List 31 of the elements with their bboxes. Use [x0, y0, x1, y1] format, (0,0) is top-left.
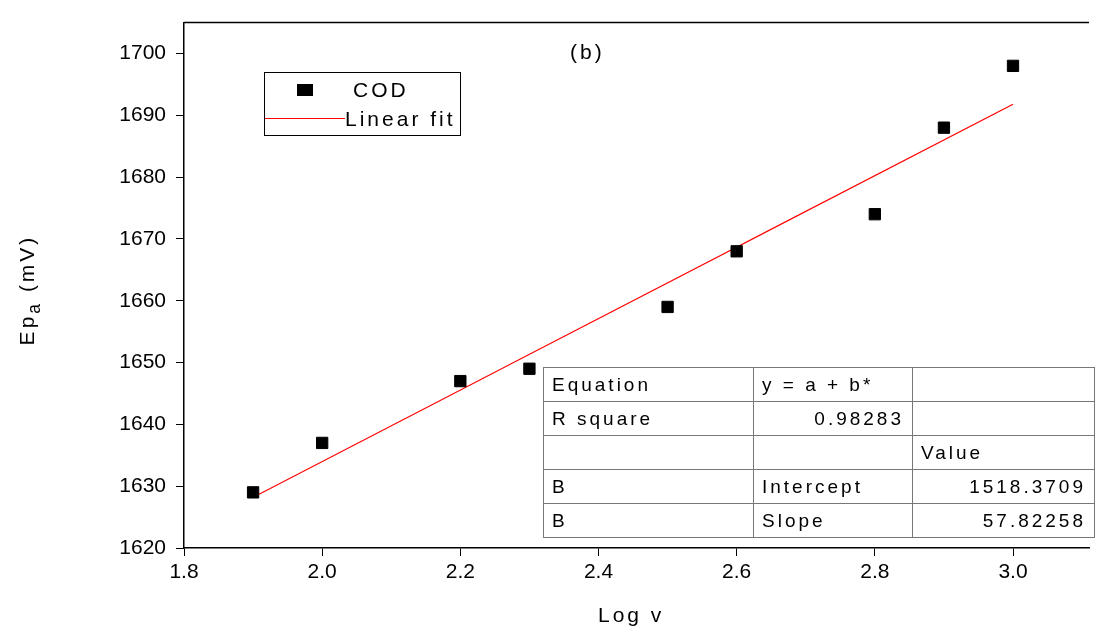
y-tick-label: 1620 [119, 534, 166, 558]
annotation: Intercept [753, 469, 913, 504]
y-tick-label: 1680 [119, 163, 166, 187]
y-tick-label: 1700 [119, 40, 166, 64]
y-tick-label: 1630 [119, 472, 166, 496]
legend-label: Linear fit [345, 106, 456, 131]
y-tick-label: 1660 [119, 287, 166, 311]
annotation: 0.98283 [753, 401, 913, 436]
y-tick-label: 1670 [119, 225, 166, 249]
annotation: R square [543, 401, 754, 436]
x-tick-label: 2.6 [722, 559, 752, 583]
annotation: B [543, 503, 754, 538]
annotation: y = a + b* [753, 367, 913, 402]
x-tick-label: 2.4 [583, 559, 614, 583]
x-tick-label: 2.2 [445, 559, 475, 583]
x-tick-label: 2.0 [307, 559, 337, 583]
annotation: 57.82258 [912, 503, 1095, 538]
x-tick-label: 3.0 [998, 559, 1028, 583]
annotation: 1518.3709 [912, 469, 1095, 504]
annotation: Equation [543, 367, 754, 402]
x-tick-label: 1.8 [169, 559, 199, 583]
legend-label: COD [353, 77, 409, 102]
annotation: Slope [753, 503, 913, 538]
annotation: B [543, 469, 754, 504]
y-tick-label: 1640 [119, 411, 166, 435]
annotation: Value [912, 435, 1095, 470]
x-tick-label: 2.8 [860, 559, 890, 583]
text: (b) [570, 40, 605, 64]
x-axis-title: Log v [598, 603, 665, 627]
y-tick-label: 1690 [119, 102, 166, 126]
y-tick-label: 1650 [119, 349, 166, 373]
